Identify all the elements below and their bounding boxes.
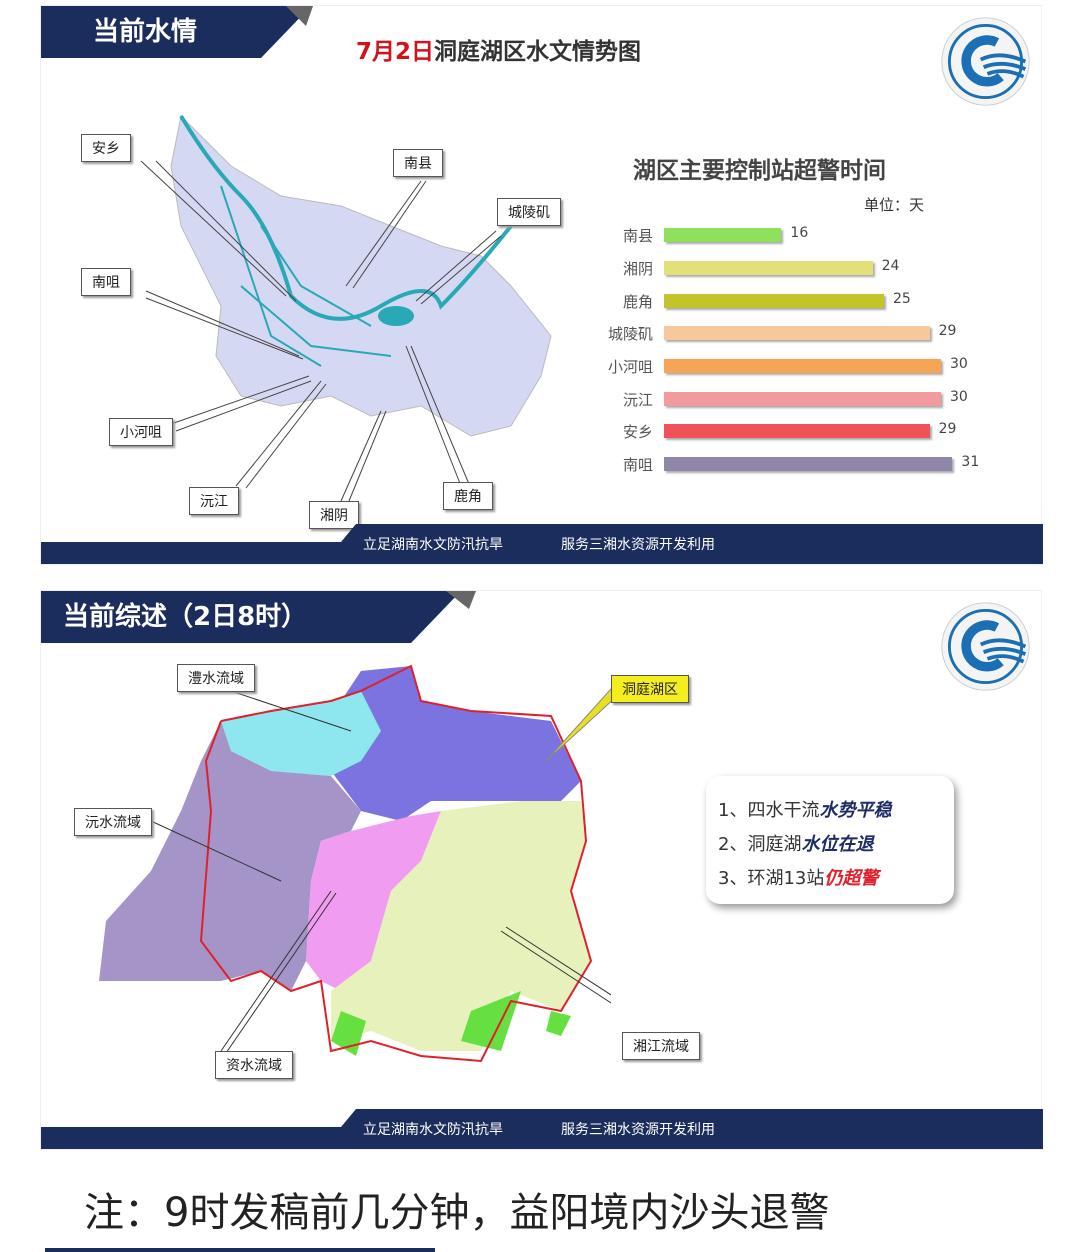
- tab-banner: [41, 591, 476, 643]
- chart-bar: [664, 228, 782, 242]
- dongting-lake-map: [140, 114, 552, 502]
- chart-category-label: 南咀: [622, 456, 653, 474]
- chart-bar: [664, 424, 930, 438]
- chart-category-label: 鹿角: [622, 293, 653, 311]
- chart-bar: [664, 392, 942, 406]
- footer-slogan-2: 服务三湘水资源开发利用: [561, 1122, 715, 1138]
- map-label-lishui-basin: 澧水流域: [177, 664, 255, 692]
- slide-current-summary: 当前综述（2日8时） 澧水流域 洞庭湖区 沅水流域 资水流域 湘江流域 1、四水…: [40, 590, 1043, 1150]
- summary-box: 1、四水干流水势平稳 2、洞庭湖水位在退 3、环湖13站仍超警: [706, 776, 954, 904]
- map-label-xiaohezui: 小河咀: [109, 418, 173, 446]
- chart-data-label: 24: [881, 258, 900, 274]
- footer-slogan-2: 服务三湘水资源开发利用: [561, 537, 715, 553]
- tab-banner: [41, 6, 313, 58]
- slide-tab-title: 当前水情: [93, 17, 198, 47]
- chart-data-label: 31: [961, 454, 980, 470]
- chart-title: 湖区主要控制站超警时间: [633, 158, 886, 184]
- chart-data-label: 30: [950, 356, 968, 372]
- chart-category-label: 沅江: [622, 391, 653, 409]
- footer-slogan-1: 立足湖南水文防汛抗旱: [363, 537, 503, 553]
- chart-data-label: 25: [893, 291, 911, 307]
- map-label-nanzui: 南咀: [81, 268, 131, 296]
- chart-bar: [664, 261, 873, 275]
- chart-data-label: 29: [938, 323, 957, 339]
- chart-bar: [664, 326, 930, 340]
- summary-item-2: 2、洞庭湖水位在退: [718, 834, 874, 855]
- hunan-basin-map: [99, 664, 611, 1063]
- bottom-accent-bar: [45, 1248, 435, 1252]
- chart-bar: [664, 457, 953, 471]
- chart-data-label: 16: [790, 225, 809, 241]
- map-label-lujiao: 鹿角: [443, 482, 493, 510]
- slide-tab-title: 当前综述（2日8时）: [63, 602, 308, 632]
- footer-slogan-1: 立足湖南水文防汛抗旱: [363, 1122, 503, 1138]
- map-label-yuanjiang: 沅江: [189, 487, 239, 515]
- chart-category-label: 南县: [622, 227, 653, 245]
- map-label-xiangjiang-basin: 湘江流域: [622, 1032, 700, 1060]
- map-label-anxiang: 安乡: [81, 134, 131, 162]
- chart-category-label: 湘阴: [622, 260, 653, 278]
- footer-band: [41, 524, 1043, 564]
- chart-bar: [664, 359, 942, 373]
- chart-category-label: 小河咀: [607, 358, 653, 376]
- chart-category-label: 安乡: [622, 423, 653, 441]
- footnote: 注：9时发稿前几分钟，益阳境内沙头退警: [84, 1190, 830, 1236]
- chart-data-label: 30: [950, 389, 968, 405]
- map-label-yuanshui-basin: 沅水流域: [74, 808, 152, 836]
- summary-item-3: 3、环湖13站仍超警: [718, 868, 879, 889]
- summary-item-1: 1、四水干流水势平稳: [718, 800, 892, 821]
- map-label-zishui-basin: 资水流域: [215, 1051, 293, 1079]
- footer-band: [41, 1109, 1043, 1149]
- map-label-chenglingji: 城陵矶: [497, 198, 561, 226]
- chart-category-label: 城陵矶: [607, 325, 653, 343]
- slide-title: 7月2日洞庭湖区水文情势图: [356, 39, 642, 65]
- map-label-xiangyin: 湘阴: [309, 501, 359, 529]
- chart-data-label: 29: [938, 421, 957, 437]
- chart-bar: [664, 294, 885, 308]
- china-hydrology-logo-icon: [941, 602, 1030, 691]
- map-label-nanxian: 南县: [393, 149, 443, 177]
- map-label-dongting-lake-area: 洞庭湖区: [611, 675, 689, 703]
- china-hydrology-logo-icon: [941, 17, 1030, 106]
- chart-unit: 单位：天: [864, 196, 925, 214]
- slide-current-water: 当前水情 7月2日洞庭湖区水文情势图 安乡 南县 城陵矶 南咀 小河咀 沅江 湘…: [40, 5, 1043, 565]
